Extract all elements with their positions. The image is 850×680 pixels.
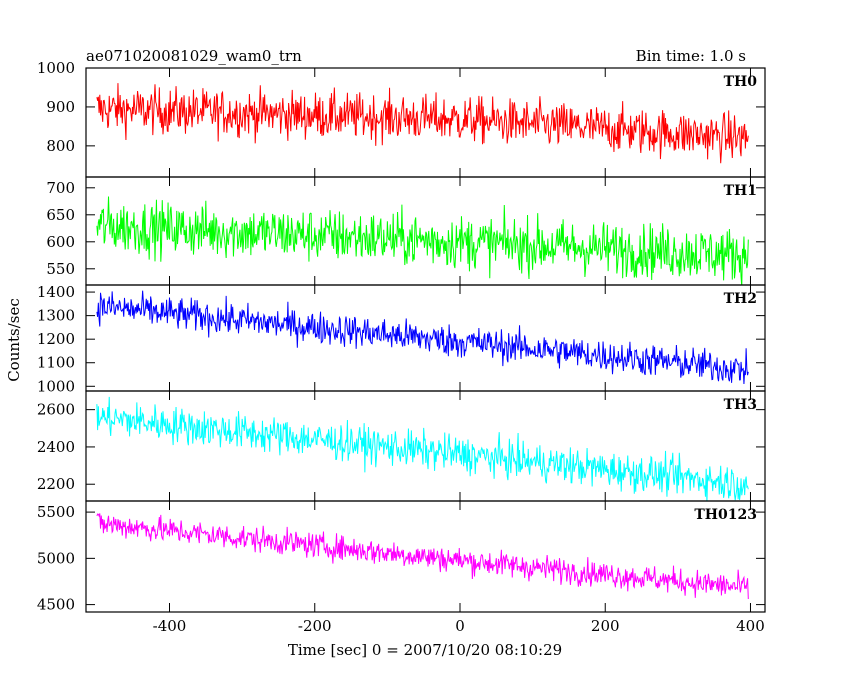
panel-th3: 2200 2400 2600 TH3 [37,390,766,502]
series-line-th3 [96,396,749,501]
x-tick-label: 200 [591,617,620,635]
y-tick-label: 2600 [37,401,75,419]
y-tick-label: 1200 [37,330,75,348]
y-tick-label: 1100 [37,354,75,372]
y-tick-label: 4500 [37,596,75,614]
series-line-th0123 [96,513,749,599]
panel-name-label: TH2 [724,291,757,307]
y-tick-label: 1300 [37,307,75,325]
y-tick-label: 800 [46,137,75,155]
bin-time-label: Bin time: 1.0 s [636,47,746,65]
panel-name-label: TH0 [724,74,758,90]
x-tick-label: 0 [455,617,465,635]
y-tick-label: 5000 [37,549,75,567]
y-tick-label: 1400 [37,283,75,301]
panel-th0: 800 900 1000 TH0 [37,59,766,178]
y-axis-title: Counts/sec [5,298,23,382]
chart-title: ae071020081029_wam0_trn [86,47,302,65]
panel-name-label: TH1 [724,183,757,199]
y-tick-label: 650 [46,206,75,224]
y-tick-label: 600 [46,233,75,251]
series-line-th2 [96,290,749,385]
panel-th0123: 4500 5000 5500 TH0123 [37,500,766,614]
panel-frame [85,500,766,613]
y-tick-label: 2200 [37,475,75,493]
y-tick-label: 5500 [37,503,75,521]
panel-name-label: TH3 [724,397,757,413]
x-tick-label: 400 [736,617,765,635]
y-tick-label: 700 [46,179,75,197]
y-tick-label: 1000 [37,377,75,395]
x-axis-title: Time [sec] 0 = 2007/10/20 08:10:29 [288,641,562,659]
panel-th2: 1000 1100 1200 1300 1400 TH2 [37,283,766,395]
y-tick-label: 2400 [37,438,75,456]
y-tick-label: 1000 [37,59,75,77]
x-tick-label: -400 [153,617,187,635]
series-line-th0 [96,83,749,164]
y-tick-label: 550 [46,260,75,278]
x-tick-label: -200 [298,617,332,635]
y-tick-label: 900 [46,98,75,116]
panel-th1: 550 600 650 700 TH1 [46,176,766,286]
panels-layer: 800 900 1000 TH0 550 600 650 700 TH1 1000 1100 1200… [37,59,766,635]
panel-name-label: TH0123 [694,507,757,523]
series-line-th1 [96,196,749,285]
